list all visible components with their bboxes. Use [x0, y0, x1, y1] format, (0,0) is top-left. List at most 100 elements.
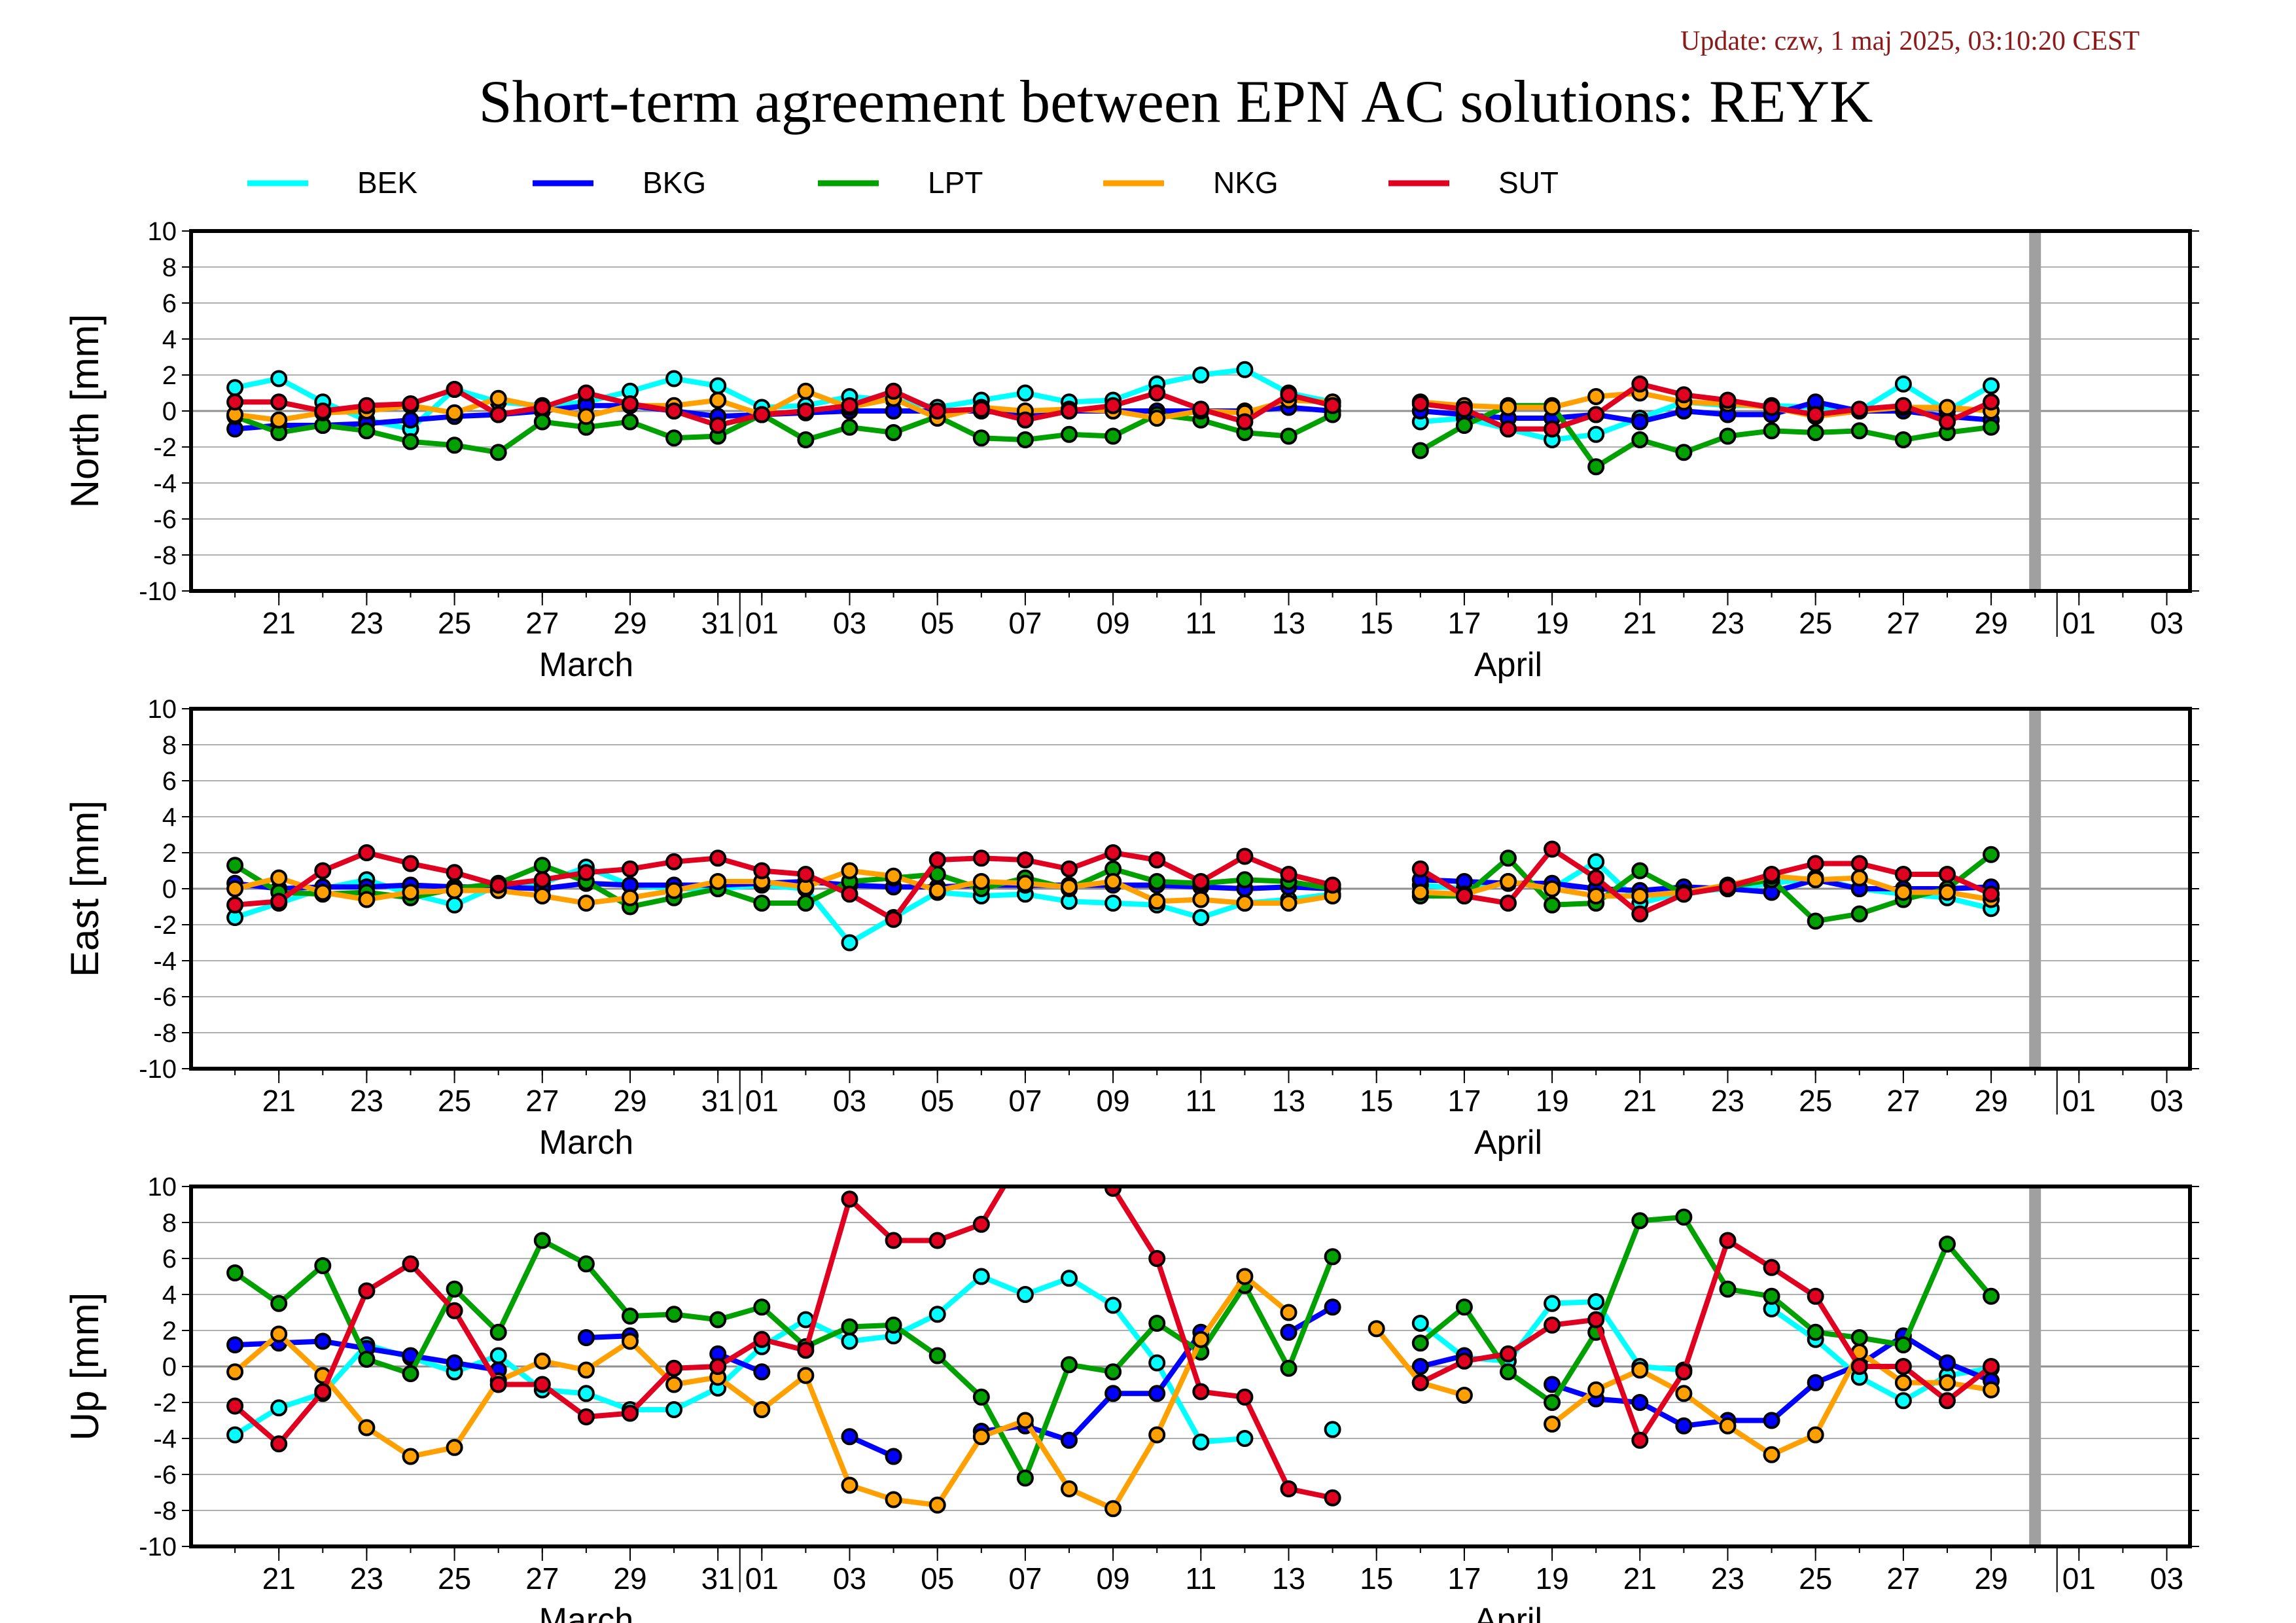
- y-tick-label: 4: [162, 325, 177, 354]
- data-point-lpt: [1104, 1363, 1122, 1381]
- data-point-nkg: [1016, 874, 1034, 892]
- data-point-sut: [358, 1282, 376, 1300]
- y-tick-label: 10: [148, 217, 177, 246]
- data-point-sut: [1807, 1287, 1824, 1305]
- series-line-lpt: [232, 1238, 1335, 1481]
- data-point-sut: [1061, 402, 1078, 419]
- x-tick-label: 23: [350, 1084, 383, 1118]
- x-tick-label: 23: [350, 606, 383, 640]
- data-point-sut: [1192, 873, 1210, 890]
- y-axis-label: Up [mm]: [63, 1293, 107, 1441]
- data-point-lpt: [753, 895, 771, 912]
- data-point-bek: [1983, 377, 2000, 395]
- y-tick-label: 2: [162, 1317, 177, 1346]
- data-point-nkg: [270, 869, 288, 887]
- data-point-lpt: [1631, 1212, 1649, 1230]
- data-point-nkg: [1544, 1416, 1561, 1433]
- data-point-bek: [1236, 1430, 1254, 1447]
- x-tick-label: 29: [1975, 606, 2008, 640]
- x-tick-label: 01: [2062, 1561, 2096, 1596]
- data-point-nkg: [665, 1376, 683, 1393]
- data-point-lpt: [1280, 1359, 1298, 1377]
- data-point-nkg: [1894, 1374, 1912, 1391]
- data-point-sut: [577, 1408, 595, 1425]
- data-point-bek: [841, 1332, 858, 1350]
- x-tick-label: 09: [1097, 1084, 1130, 1118]
- y-tick-label: -8: [153, 1497, 177, 1525]
- data-point-lpt: [1104, 427, 1122, 445]
- data-point-nkg: [577, 895, 595, 912]
- data-point-sut: [1280, 1480, 1298, 1497]
- panel-frame: [189, 1185, 2192, 1548]
- data-point-sut: [402, 1255, 419, 1273]
- month-label: March: [539, 1601, 633, 1623]
- data-point-sut: [885, 1232, 902, 1249]
- data-point-sut: [1850, 401, 1868, 418]
- data-point-sut: [1500, 420, 1517, 438]
- data-point-sut: [665, 1359, 683, 1377]
- data-point-lpt: [533, 1232, 551, 1249]
- data-point-lpt: [928, 1347, 946, 1364]
- x-tick-label: 03: [833, 1561, 866, 1596]
- data-point-nkg: [1411, 883, 1429, 901]
- data-point-lpt: [489, 444, 507, 461]
- data-point-bek: [1192, 1433, 1210, 1451]
- data-point-nkg: [1016, 1412, 1034, 1429]
- data-point-sut: [1719, 878, 1737, 896]
- x-tick-label: 29: [1975, 1084, 2008, 1118]
- data-point-sut: [1850, 1358, 1868, 1375]
- y-tick-label: -10: [139, 1055, 177, 1084]
- data-point-sut: [1587, 869, 1605, 887]
- data-point-lpt: [1587, 458, 1605, 476]
- data-point-sut: [1500, 895, 1517, 912]
- x-tick-label: 01: [745, 1561, 779, 1596]
- y-tick-label: 4: [162, 1281, 177, 1310]
- data-point-nkg: [1061, 1480, 1078, 1497]
- data-point-sut: [972, 1215, 990, 1233]
- data-point-lpt: [446, 1280, 463, 1298]
- data-point-sut: [972, 401, 990, 418]
- data-point-sut: [489, 1376, 507, 1393]
- data-point-bkg: [402, 411, 419, 429]
- x-tick-label: 05: [921, 1561, 954, 1596]
- x-tick-label: 31: [701, 1084, 735, 1118]
- data-point-lpt: [446, 437, 463, 454]
- data-point-sut: [1675, 1363, 1693, 1381]
- x-tick-label: 15: [1360, 606, 1393, 640]
- x-tick-label: 07: [1008, 606, 1042, 640]
- data-point-bek: [665, 370, 683, 387]
- chart-title: Short-term agreement between EPN AC solu…: [478, 68, 1873, 135]
- x-tick-label: 27: [525, 606, 559, 640]
- data-point-sut: [1631, 1431, 1649, 1449]
- data-point-nkg: [577, 1361, 595, 1379]
- data-point-lpt: [226, 1264, 244, 1281]
- data-point-nkg: [841, 1476, 858, 1494]
- data-point-nkg: [1807, 1426, 1824, 1444]
- legend-label-nkg: NKG: [1213, 166, 1279, 200]
- data-point-lpt: [1983, 1287, 2000, 1305]
- data-point-sut: [622, 395, 639, 412]
- data-point-bek: [270, 1399, 288, 1417]
- panel-east: 10 8 6 4 2 0 -2 -4 -6 -8 -10 East [mm] 21 23 25 27 29 31 0…: [63, 695, 2199, 1162]
- data-point-sut: [1192, 1383, 1210, 1400]
- data-point-nkg: [1544, 880, 1561, 897]
- data-point-sut: [226, 393, 244, 411]
- data-point-sut: [226, 1397, 244, 1415]
- data-point-nkg: [270, 411, 288, 429]
- data-point-lpt: [1148, 1315, 1166, 1332]
- data-point-nkg: [446, 404, 463, 421]
- data-point-bek: [1192, 909, 1210, 926]
- data-point-sut: [1983, 885, 2000, 903]
- x-tick-label: 29: [613, 606, 646, 640]
- data-point-nkg: [1104, 1500, 1122, 1518]
- month-label: April: [1474, 1601, 1542, 1623]
- data-point-sut: [358, 397, 376, 414]
- data-point-nkg: [1850, 869, 1868, 887]
- data-point-bek: [1544, 1294, 1561, 1312]
- data-point-nkg: [1500, 399, 1517, 416]
- data-point-sut: [1411, 395, 1429, 412]
- x-tick-label: 19: [1536, 1084, 1569, 1118]
- series-line-sut: [232, 1186, 1007, 1447]
- data-point-sut: [709, 1358, 727, 1375]
- data-point-nkg: [1939, 399, 1956, 416]
